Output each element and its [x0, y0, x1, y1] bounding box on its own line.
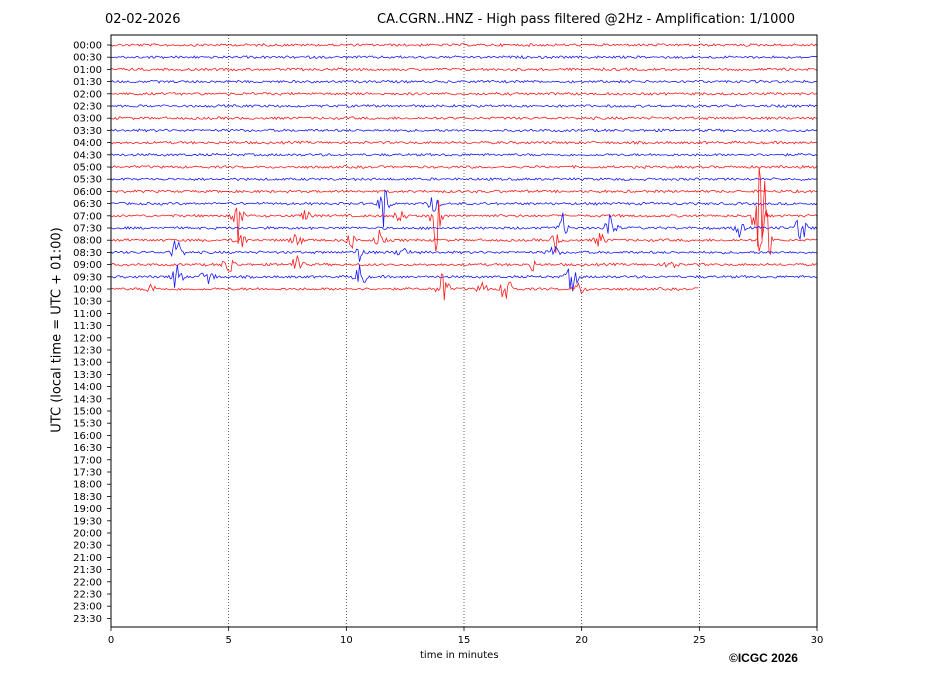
row-label: 17:00	[73, 455, 102, 466]
row-label: 04:00	[73, 138, 102, 149]
x-tick-label: 20	[575, 635, 588, 646]
row-label: 20:30	[73, 541, 102, 552]
plot-date: 02-02-2026	[105, 12, 181, 27]
row-label: 23:30	[73, 614, 102, 625]
x-axis-label: time in minutes	[420, 650, 499, 661]
row-label: 11:30	[73, 321, 102, 332]
row-label: 02:30	[73, 102, 102, 113]
row-label: 02:00	[73, 89, 102, 100]
x-tick-label: 0	[108, 635, 114, 646]
row-label: 12:30	[73, 346, 102, 357]
trace-row	[110, 212, 818, 241]
row-label: 10:00	[73, 285, 102, 296]
row-label: 19:00	[73, 504, 102, 515]
trace-row	[110, 273, 699, 301]
row-label: 12:00	[73, 333, 102, 344]
row-label: 09:00	[73, 260, 102, 271]
x-tick-label: 30	[811, 635, 824, 646]
row-label: 04:30	[73, 150, 102, 161]
row-label: 06:00	[73, 187, 102, 198]
trace-row	[110, 255, 818, 272]
row-label: 08:00	[73, 236, 102, 247]
row-label: 05:30	[73, 175, 102, 186]
row-label: 14:30	[73, 394, 102, 405]
row-label: 22:30	[73, 590, 102, 601]
row-label: 10:30	[73, 297, 102, 308]
row-label: 03:30	[73, 126, 102, 137]
row-label: 11:00	[73, 309, 102, 320]
row-label: 08:30	[73, 248, 102, 259]
x-tick-label: 15	[458, 635, 471, 646]
row-label: 01:00	[73, 65, 102, 76]
row-label: 07:30	[73, 224, 102, 235]
row-label: 00:30	[73, 53, 102, 64]
row-label: 21:00	[73, 553, 102, 564]
row-label: 22:00	[73, 577, 102, 588]
x-tick-label: 5	[225, 635, 231, 646]
trace-row	[110, 116, 818, 121]
plot-title: CA.CGRN..HNZ - High pass filtered @2Hz -…	[377, 12, 795, 27]
seismic-traces	[110, 42, 818, 301]
vertical-gridlines	[228, 35, 700, 627]
row-label: 18:30	[73, 492, 102, 503]
row-label: 13:30	[73, 370, 102, 381]
plot-frame	[110, 34, 818, 628]
row-label: 16:00	[73, 431, 102, 442]
row-label: 16:30	[73, 443, 102, 454]
row-label: 18:00	[73, 480, 102, 491]
row-label: 15:30	[73, 419, 102, 430]
trace-row	[110, 180, 818, 255]
trace-row	[110, 103, 818, 109]
row-label: 07:00	[73, 211, 102, 222]
row-label: 05:00	[73, 163, 102, 174]
x-tick-label: 10	[340, 635, 353, 646]
row-label: 01:30	[73, 77, 102, 88]
row-label: 20:00	[73, 529, 102, 540]
row-label: 03:00	[73, 114, 102, 125]
trace-row	[110, 91, 818, 96]
x-axis-ticks: 0 5 10 15 20 25 30	[108, 627, 824, 646]
row-label: 21:30	[73, 565, 102, 576]
trace-row	[110, 164, 818, 170]
row-label: 23:00	[73, 602, 102, 613]
y-axis-label: UTC (local time = UTC + 01:00)	[49, 227, 65, 433]
row-label: 14:00	[73, 382, 102, 393]
row-label: 19:30	[73, 516, 102, 527]
trace-row	[110, 240, 818, 262]
x-tick-label: 25	[693, 635, 706, 646]
row-label: 09:30	[73, 272, 102, 283]
row-label: 17:30	[73, 468, 102, 479]
row-label: 06:30	[73, 199, 102, 210]
trace-row	[110, 189, 818, 228]
row-label: 15:00	[73, 407, 102, 418]
copyright-notice: ©ICGC 2026	[729, 651, 798, 665]
trace-row	[110, 79, 818, 84]
row-label: 00:00	[73, 41, 102, 52]
row-label: 13:00	[73, 358, 102, 369]
